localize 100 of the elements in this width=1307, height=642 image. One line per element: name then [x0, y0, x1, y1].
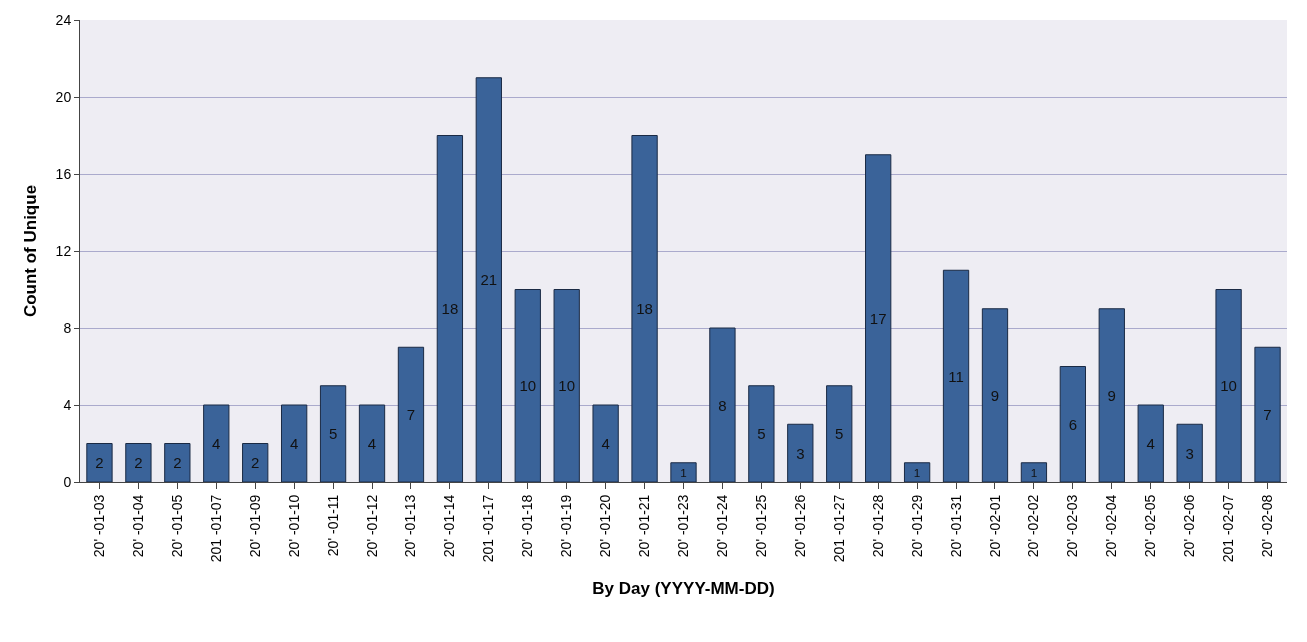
bar: [1254, 346, 1281, 482]
data-label: 21: [480, 271, 498, 289]
y-axis-title: Count of Unique: [21, 184, 40, 318]
bar: [397, 346, 425, 482]
data-label: 5: [757, 425, 766, 443]
bar: [865, 154, 892, 482]
x-tick-label: 20' -02-01: [986, 494, 1003, 558]
data-label: 2: [95, 454, 104, 472]
bar: [319, 385, 347, 482]
x-tick-label: 20' -01-13: [402, 494, 419, 558]
data-label: 5: [328, 425, 338, 443]
data-label: 17: [869, 309, 887, 327]
x-tick-label: 20' -02-05: [1142, 494, 1159, 558]
y-tick-label: 0: [63, 473, 72, 490]
bar: [942, 269, 970, 482]
data-label: 4: [1146, 435, 1155, 452]
x-tick-label: 201 -02-07: [1220, 494, 1237, 563]
bar: [1176, 423, 1203, 482]
bar: [1098, 308, 1125, 482]
bar: [1215, 289, 1242, 482]
bar: [592, 404, 619, 482]
bar: [164, 443, 191, 482]
y-tick-label: 4: [63, 396, 72, 413]
data-label: 2: [251, 454, 260, 472]
x-tick-label: 201 -01-27: [830, 494, 847, 563]
x-tick-label: 20' -01-28: [869, 494, 886, 558]
data-label: 7: [1263, 406, 1272, 424]
data-label: 4: [367, 435, 377, 452]
x-tick-label: 20' -01-25: [752, 494, 769, 558]
bar: [203, 404, 230, 482]
y-tick-label: 12: [55, 242, 72, 259]
data-label: 11: [948, 367, 964, 385]
data-label: 2: [134, 454, 143, 472]
data-label: 6: [1068, 415, 1078, 433]
data-label: 2: [173, 454, 182, 472]
x-tick-label: 20' -01-26: [791, 494, 808, 558]
bar: [514, 289, 541, 482]
data-label: 4: [289, 435, 299, 452]
data-label: 3: [1185, 444, 1194, 462]
bar: [631, 135, 658, 482]
y-tick-label: 16: [55, 165, 72, 182]
y-tick-label: 20: [55, 88, 72, 105]
x-tick-label: 20' -01-09: [246, 494, 263, 558]
bar: [358, 404, 386, 482]
x-tick-label: 20' -02-04: [1103, 494, 1120, 558]
bar: [981, 308, 1009, 482]
bar: [748, 385, 775, 482]
x-tick-label: 20' -02-02: [1025, 494, 1042, 558]
x-axis-title: By Day (YYYY-MM-DD): [592, 578, 775, 598]
x-tick-label: 20' -01-21: [636, 494, 653, 558]
x-tick-label: 20' -01-20: [597, 494, 614, 558]
bar: [670, 462, 697, 482]
x-tick-label: 20' -01-12: [363, 494, 380, 558]
x-tick-label: 20' -01-10: [285, 494, 302, 558]
data-label: 5: [835, 425, 844, 443]
data-label: 9: [990, 386, 1000, 404]
bar: [553, 289, 580, 482]
x-tick-label: 201 -01-17: [480, 494, 497, 563]
x-tick-label: 20' -01-11: [324, 494, 341, 557]
x-tick-label: 20' -02-03: [1064, 494, 1081, 558]
data-label: 1: [680, 465, 687, 479]
y-tick-label: 8: [63, 319, 72, 336]
bar: [1137, 404, 1164, 482]
bar: [475, 77, 502, 482]
data-label: 4: [212, 435, 221, 452]
bar: [125, 443, 152, 482]
data-label: 8: [718, 396, 727, 414]
bar: [1059, 366, 1087, 482]
data-label: 1: [913, 465, 921, 479]
x-tick-label: 20' -02-06: [1181, 494, 1198, 558]
x-tick-label: 20' -01-31: [947, 494, 964, 558]
bar: [709, 327, 736, 482]
data-label: 9: [1107, 386, 1116, 404]
bar: [903, 462, 931, 482]
y-tick-label: 24: [55, 11, 72, 28]
bar: [280, 404, 308, 482]
bar: [787, 423, 814, 482]
x-tick-label: 20' -01-03: [91, 494, 108, 558]
data-label: 18: [441, 300, 459, 318]
data-label: 7: [406, 406, 416, 424]
bar: [242, 443, 269, 482]
x-tick-label: 201 -01-07: [207, 494, 224, 563]
data-label: 10: [1220, 377, 1237, 395]
x-tick-label: 20' -01-24: [713, 494, 730, 558]
x-tick-label: 20' -01-05: [168, 494, 185, 558]
data-label: 18: [636, 300, 653, 318]
x-tick-label: 20' -01-18: [519, 494, 536, 558]
bar: [1020, 462, 1048, 482]
x-tick-label: 20' -01-23: [675, 494, 692, 558]
data-label: 1: [1030, 465, 1038, 479]
bar: [826, 385, 853, 482]
x-tick-label: 20' -01-29: [908, 494, 925, 558]
data-label: 10: [558, 377, 576, 395]
x-tick-label: 20' -01-14: [441, 494, 458, 558]
bar: [436, 135, 464, 482]
data-label: 4: [601, 435, 610, 452]
x-tick-label: 20' -02-08: [1259, 494, 1276, 558]
data-label: 10: [519, 377, 537, 395]
bar: [86, 443, 113, 482]
x-tick-label: 20' -01-19: [558, 494, 575, 558]
